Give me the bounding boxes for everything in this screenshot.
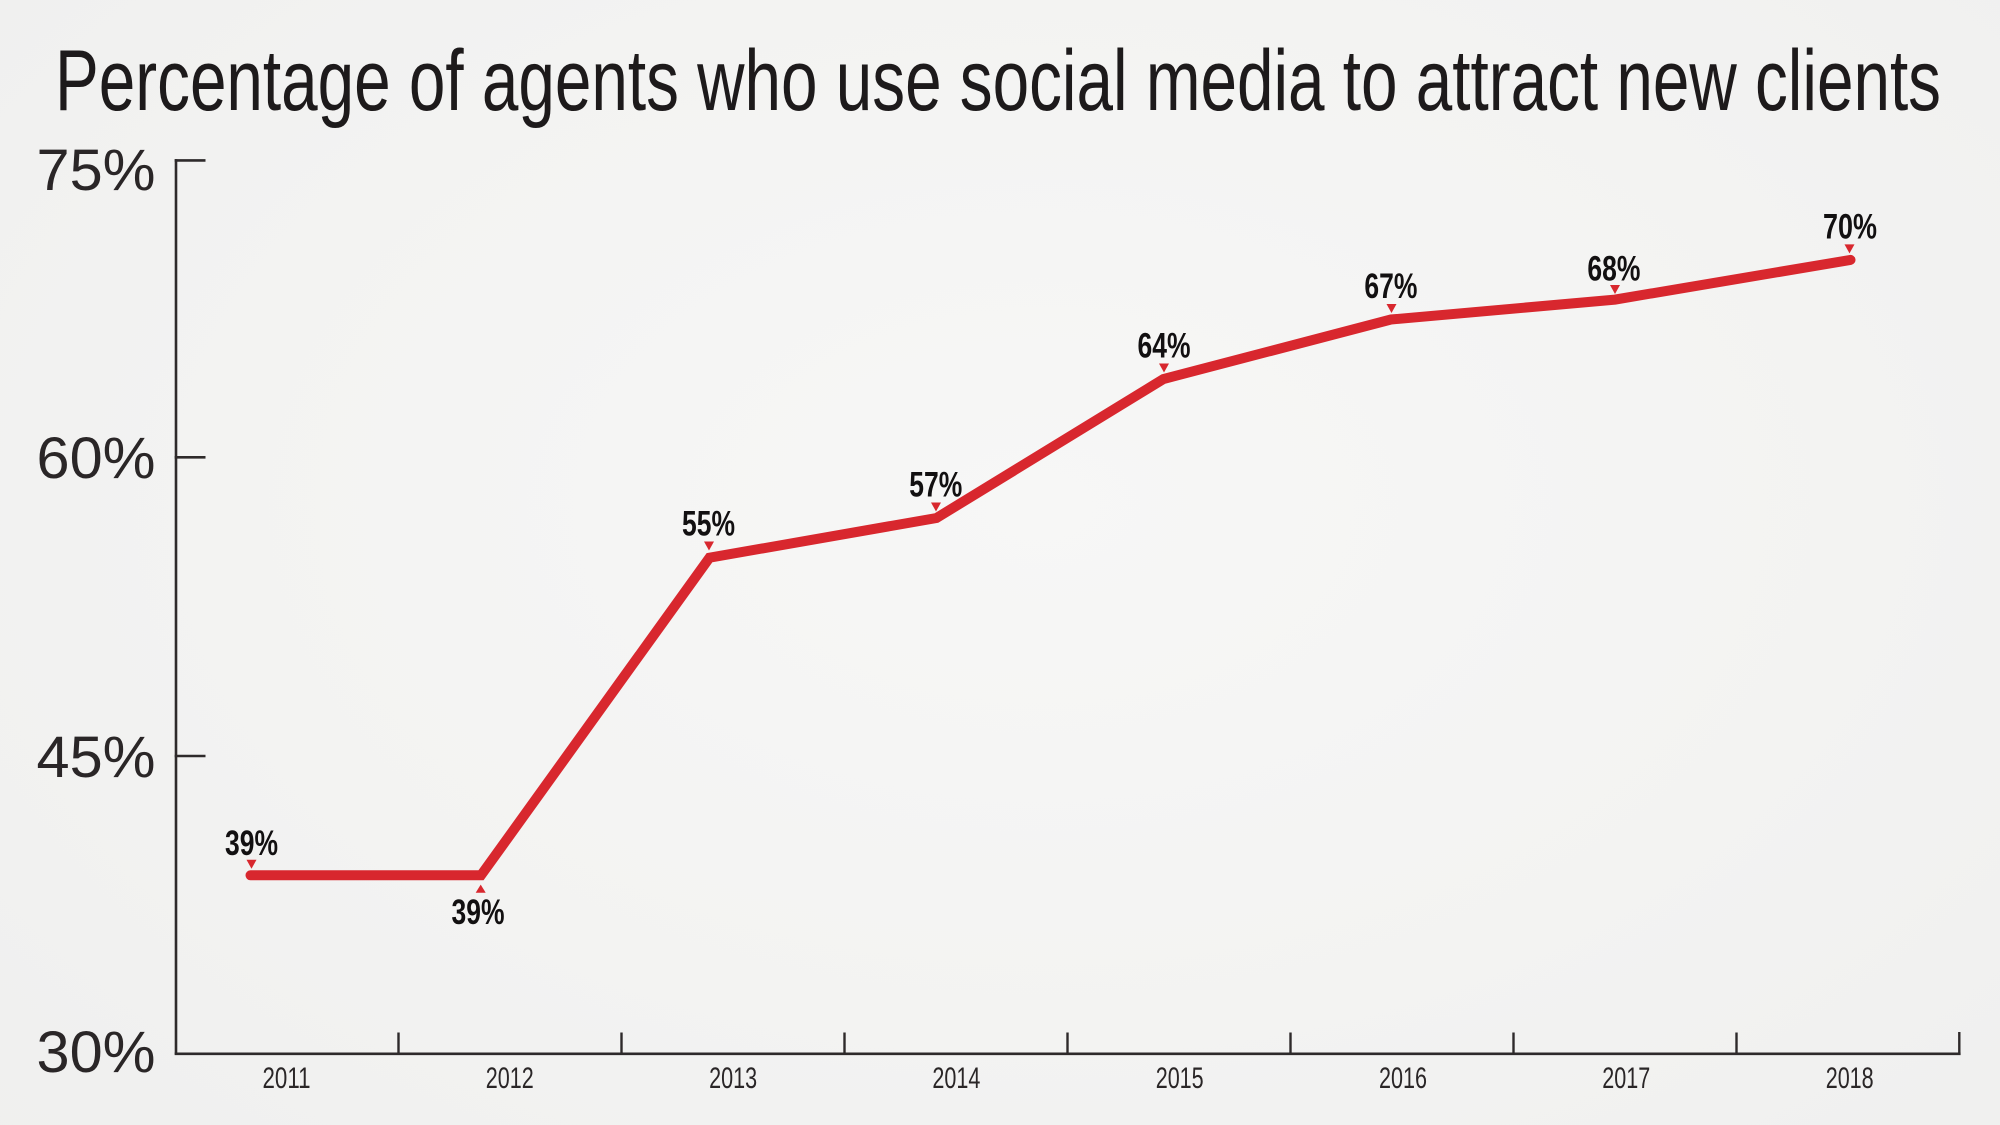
svg-text:2012: 2012 [486, 1062, 534, 1095]
svg-text:70%: 70% [1823, 207, 1877, 247]
svg-text:2013: 2013 [709, 1062, 757, 1095]
svg-text:2015: 2015 [1156, 1062, 1204, 1095]
svg-text:39%: 39% [225, 823, 278, 863]
svg-text:67%: 67% [1364, 266, 1417, 306]
svg-text:39%: 39% [452, 892, 505, 932]
svg-text:64%: 64% [1138, 326, 1191, 366]
svg-text:2014: 2014 [932, 1062, 980, 1095]
svg-text:30%: 30% [37, 1020, 156, 1085]
svg-text:55%: 55% [682, 504, 735, 544]
svg-text:2017: 2017 [1602, 1062, 1650, 1095]
svg-text:45%: 45% [37, 725, 156, 790]
svg-text:2011: 2011 [263, 1062, 311, 1095]
svg-text:60%: 60% [37, 426, 156, 491]
svg-text:57%: 57% [909, 465, 962, 505]
svg-text:Percentage of agents who use s: Percentage of agents who use social medi… [55, 33, 1941, 129]
svg-text:68%: 68% [1587, 249, 1640, 289]
svg-text:75%: 75% [37, 138, 156, 203]
svg-text:2016: 2016 [1379, 1062, 1427, 1095]
svg-text:2018: 2018 [1826, 1062, 1874, 1095]
